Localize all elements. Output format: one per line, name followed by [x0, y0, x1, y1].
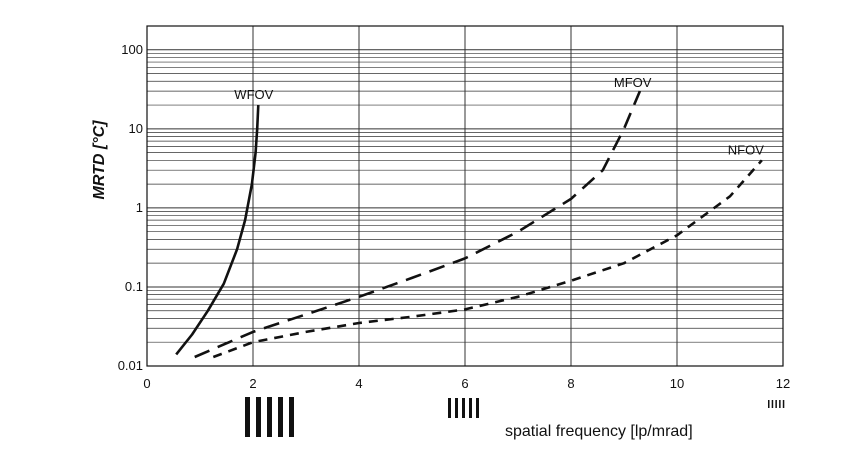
bar-pattern-bar: [768, 400, 770, 408]
bar-pattern-bar: [782, 400, 785, 408]
series-line-nfov: [212, 159, 763, 359]
y-tick-label: 1: [136, 200, 143, 215]
y-tick-label: 100: [121, 42, 143, 57]
series-labels: WFOV MFOV NFOV: [234, 75, 764, 157]
bar-pattern-bar: [455, 398, 458, 418]
bar-pattern-bar: [267, 397, 272, 437]
bar-pattern-bar: [462, 398, 465, 418]
x-tick-label: 10: [670, 376, 684, 391]
y-tick-label: 0.01: [118, 358, 143, 373]
series-line-wfov: [175, 105, 260, 356]
series-label-mfov: MFOV: [614, 75, 652, 90]
bar-pattern-bar: [289, 397, 294, 437]
bar-patterns: [245, 397, 785, 437]
tick-labels: 0 2 4 6 8 10 12 0.01 0.1 1 10 100: [118, 42, 791, 391]
bar-pattern-bar: [469, 398, 472, 418]
y-tick-label: 0.1: [125, 279, 143, 294]
x-tick-label: 4: [355, 376, 362, 391]
series-lines: [175, 90, 763, 359]
x-tick-label: 12: [776, 376, 790, 391]
x-axis-title: spatial frequency [lp/mrad]: [505, 423, 693, 440]
y-axis-title: MRTD [°C]: [91, 120, 108, 200]
x-tick-label: 8: [567, 376, 574, 391]
bar-pattern-bar: [476, 398, 479, 418]
series-label-nfov: NFOV: [728, 142, 764, 157]
bar-pattern-bar: [771, 400, 774, 408]
x-tick-label: 6: [461, 376, 468, 391]
y-tick-label: 10: [129, 121, 143, 136]
x-tick-label: 2: [249, 376, 256, 391]
series-label-wfov: WFOV: [234, 87, 273, 102]
bar-pattern-bar: [448, 398, 451, 418]
x-tick-label: 0: [143, 376, 150, 391]
grid: [146, 25, 784, 367]
bar-pattern-bar: [278, 397, 283, 437]
bar-pattern-bar: [256, 397, 261, 437]
bar-pattern-bar: [779, 400, 781, 408]
plot-frame: [146, 25, 784, 367]
bar-pattern-bar: [245, 397, 250, 437]
series-line-mfov: [194, 90, 642, 359]
bar-pattern-bar: [775, 400, 777, 408]
